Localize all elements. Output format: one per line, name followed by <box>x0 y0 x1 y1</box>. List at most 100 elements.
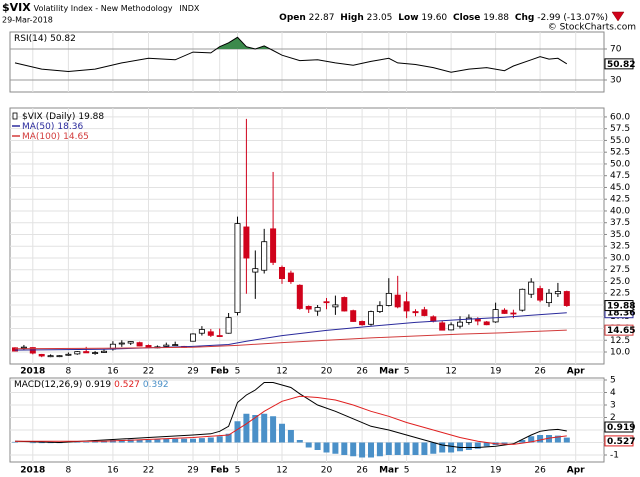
y-tick-label: 30 <box>610 75 622 85</box>
value-tag-text: 50.82 <box>607 60 635 70</box>
histogram-bar <box>305 442 312 448</box>
candle-body <box>127 341 134 344</box>
histogram-bar <box>457 442 463 452</box>
value-tag-box <box>604 300 634 312</box>
candle-body <box>474 318 481 322</box>
x-tick-label: 26 <box>356 367 368 377</box>
histogram-bar <box>163 438 170 443</box>
histogram-bar <box>323 442 330 453</box>
candle-body <box>563 291 570 306</box>
x-tick-label: Feb <box>211 367 230 377</box>
low-value: 19.60 <box>421 13 447 23</box>
candle-body <box>234 223 241 313</box>
histogram-bar <box>519 440 526 443</box>
y-tick-label: 5 <box>610 376 616 386</box>
candle-body <box>296 284 303 309</box>
y-tick-label: 52.5 <box>610 148 630 158</box>
candle-body <box>394 294 401 308</box>
histogram-bar <box>101 441 107 443</box>
histogram-bar <box>38 442 45 444</box>
histogram-bar <box>92 441 99 443</box>
candle-body <box>47 355 54 358</box>
candle-body <box>270 228 277 263</box>
histogram-bar <box>448 442 455 453</box>
candle-body <box>519 288 526 311</box>
histogram-bar <box>29 442 36 444</box>
histogram-bar <box>136 440 143 443</box>
histogram-bar <box>296 440 303 443</box>
legend: MACD(12,26,9) 0.919 0.527 0.392 <box>14 380 169 390</box>
x-tick-label: 20 <box>321 367 333 377</box>
candle-body <box>314 307 321 312</box>
y-tick-label: 10.0 <box>610 348 630 358</box>
candle-body <box>243 226 250 259</box>
x-tick-label: 26 <box>534 367 546 377</box>
candle-body <box>20 346 27 349</box>
down-arrow <box>611 11 625 22</box>
candle-body <box>359 321 366 326</box>
legend-value: 50.82 <box>50 34 76 44</box>
candle-body <box>74 351 81 355</box>
histogram-bar <box>368 442 374 458</box>
value-tag-box <box>604 58 634 70</box>
x-tick-label: 22 <box>143 367 154 377</box>
candle-body <box>537 288 544 301</box>
x-tick-label: 12 <box>445 367 456 377</box>
candle-body <box>163 344 170 347</box>
change-label: Chg <box>515 13 534 23</box>
histogram-bar <box>483 442 490 447</box>
value-tag-text: 0.919 <box>607 423 635 433</box>
y-tick-label: 2 <box>610 413 616 423</box>
header-line: $VIX Volatility Index - New Methodology … <box>2 1 200 14</box>
change-value: -2.99 <box>537 13 561 23</box>
panel-frame <box>9 31 605 93</box>
candle-body <box>546 292 553 304</box>
x-tick-label: 12 <box>276 367 287 377</box>
x-tick-label: 20 <box>321 466 333 476</box>
histogram-bar <box>394 442 401 455</box>
candle-body <box>385 292 392 306</box>
y-tick-label: 12.5 <box>610 336 630 346</box>
y-tick-label: 27.5 <box>610 265 630 275</box>
y-tick-label: 3 <box>610 401 616 411</box>
y-tick-label: 22.5 <box>610 289 630 299</box>
candle-body <box>510 312 517 315</box>
macd-tag: 0.527 <box>604 435 635 447</box>
legend-value: 18.36 <box>57 122 83 132</box>
histogram-bar <box>465 442 472 450</box>
histogram-bar <box>554 435 561 443</box>
x-tick-label: 29 <box>187 466 199 476</box>
signal-line <box>15 395 567 445</box>
x-tick-label: 16 <box>107 367 119 377</box>
value-tag-box <box>604 435 634 447</box>
histogram-bar <box>430 442 437 454</box>
x-tick-label: 29 <box>187 367 199 377</box>
histogram-bar <box>528 436 535 443</box>
y-tick-label: 25.0 <box>610 277 630 287</box>
close-label: Close <box>453 13 480 23</box>
open-value: 22.87 <box>309 13 335 23</box>
close-tag: 19.88 <box>604 300 635 312</box>
histogram-bar <box>216 436 223 443</box>
histogram-bar <box>172 438 179 443</box>
candle-body <box>421 309 428 316</box>
histogram-bar <box>314 442 321 450</box>
candle-body <box>376 305 383 312</box>
histogram-bar <box>243 413 250 443</box>
moving-average <box>14 329 567 350</box>
x-tick-label: 16 <box>107 466 119 476</box>
candle-body <box>56 355 63 358</box>
x-tick-label: 2018 <box>20 367 45 377</box>
histogram-bar <box>83 441 90 443</box>
candle-body <box>136 342 143 347</box>
candle-body <box>350 310 357 322</box>
candle-body <box>412 311 419 314</box>
legend-name: MA(50) <box>22 122 54 132</box>
legend-value: 0.392 <box>143 380 169 390</box>
candle-body <box>403 301 410 312</box>
histogram-bar <box>270 416 277 443</box>
candle-body <box>216 335 223 337</box>
y-tick-label: 55.0 <box>610 136 630 146</box>
legend-title: MACD(12,26,9) <box>14 380 82 390</box>
